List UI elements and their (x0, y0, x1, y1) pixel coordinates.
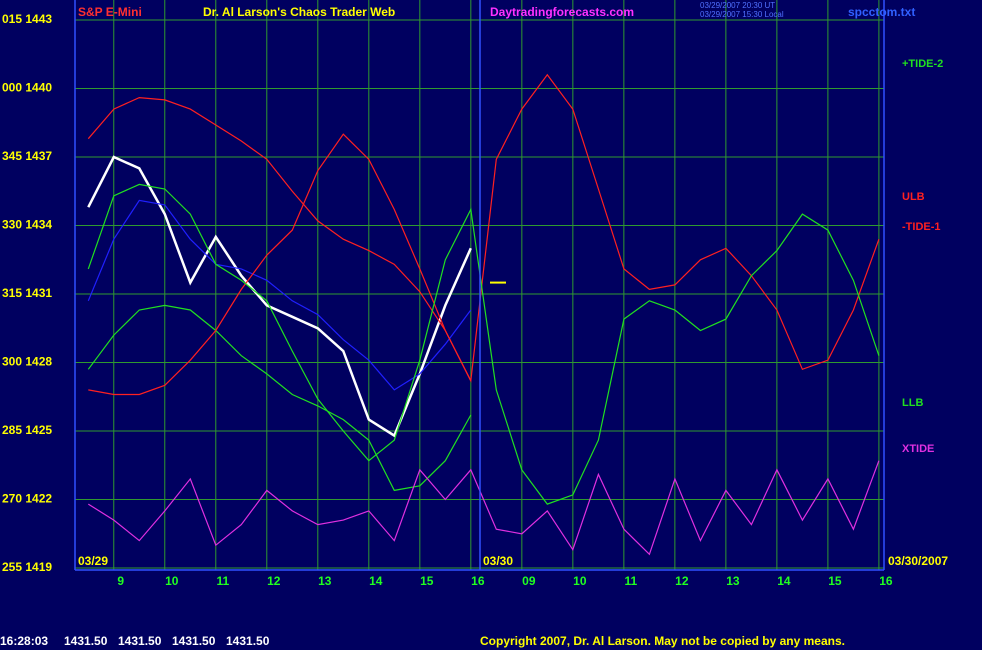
y-tick-label: 000 1440 (2, 81, 52, 95)
y-tick-label: 330 1434 (2, 218, 52, 232)
quote-field: 1431.50 (226, 634, 270, 648)
series-label: LLB (902, 397, 923, 409)
x-tick-label: 14 (777, 574, 791, 588)
symbol: S&P E-Mini (78, 5, 142, 19)
x-tick-label: 16 (471, 574, 485, 588)
timestamp: 03/29/2007 20:30 UT (700, 1, 775, 10)
quote-field: 1431.50 (118, 634, 162, 648)
x-tick-label: 10 (165, 574, 179, 588)
x-tick-label: 12 (675, 574, 689, 588)
x-tick-label: 10 (573, 574, 587, 588)
x-tick-label: 12 (267, 574, 281, 588)
series-line (87, 155, 472, 438)
quote-bar: 16:28:03 1431.50 1431.50 1431.50 1431.50 (0, 634, 270, 648)
x-tick-label: 14 (369, 574, 383, 588)
series-label: -TIDE-1 (902, 221, 941, 233)
series-line (87, 304, 472, 492)
y-tick-label: 345 1437 (2, 149, 52, 163)
quote-field: 16:28:03 (0, 634, 48, 648)
timestamp: 03/29/2007 15:30 Local (700, 10, 784, 19)
y-tick-label: 015 1443 (2, 12, 52, 26)
quote-field: 1431.50 (64, 634, 108, 648)
series-lines (87, 73, 880, 556)
series-line (87, 183, 880, 505)
x-tick-label: 15 (828, 574, 842, 588)
site: Daytradingforecasts.com (490, 5, 634, 19)
x-tick-label: 15 (420, 574, 434, 588)
date-label: 03/30 (483, 554, 513, 568)
date-label: 03/30/2007 (888, 554, 948, 568)
x-tick-label: 11 (216, 574, 229, 588)
series-label: +TIDE-2 (902, 58, 943, 70)
x-tick-label: 16 (879, 574, 893, 588)
y-tick-label: 255 1419 (2, 560, 52, 574)
x-tick-label: 13 (726, 574, 740, 588)
chart-title: Dr. Al Larson's Chaos Trader Web (203, 5, 395, 19)
x-tick-label: 11 (625, 574, 638, 588)
series-label: ULB (902, 191, 925, 203)
series-line (87, 199, 472, 391)
x-tick-label: 13 (318, 574, 332, 588)
y-tick-label: 300 1428 (2, 355, 52, 369)
quote-field: 1431.50 (172, 634, 216, 648)
grid (75, 0, 884, 570)
x-tick-label: 9 (117, 574, 124, 588)
date-label: 03/29 (78, 554, 108, 568)
y-tick-label: 315 1431 (2, 286, 52, 300)
x-tick-label: 09 (522, 574, 536, 588)
series-label: XTIDE (902, 443, 934, 455)
series-line (87, 460, 880, 556)
y-tick-label: 270 1422 (2, 492, 52, 506)
y-tick-label: 285 1425 (2, 423, 52, 437)
copyright: Copyright 2007, Dr. Al Larson. May not b… (480, 634, 845, 648)
series-line (88, 73, 880, 396)
file-name: spcctom.txt (848, 5, 915, 19)
series-line (87, 96, 472, 382)
